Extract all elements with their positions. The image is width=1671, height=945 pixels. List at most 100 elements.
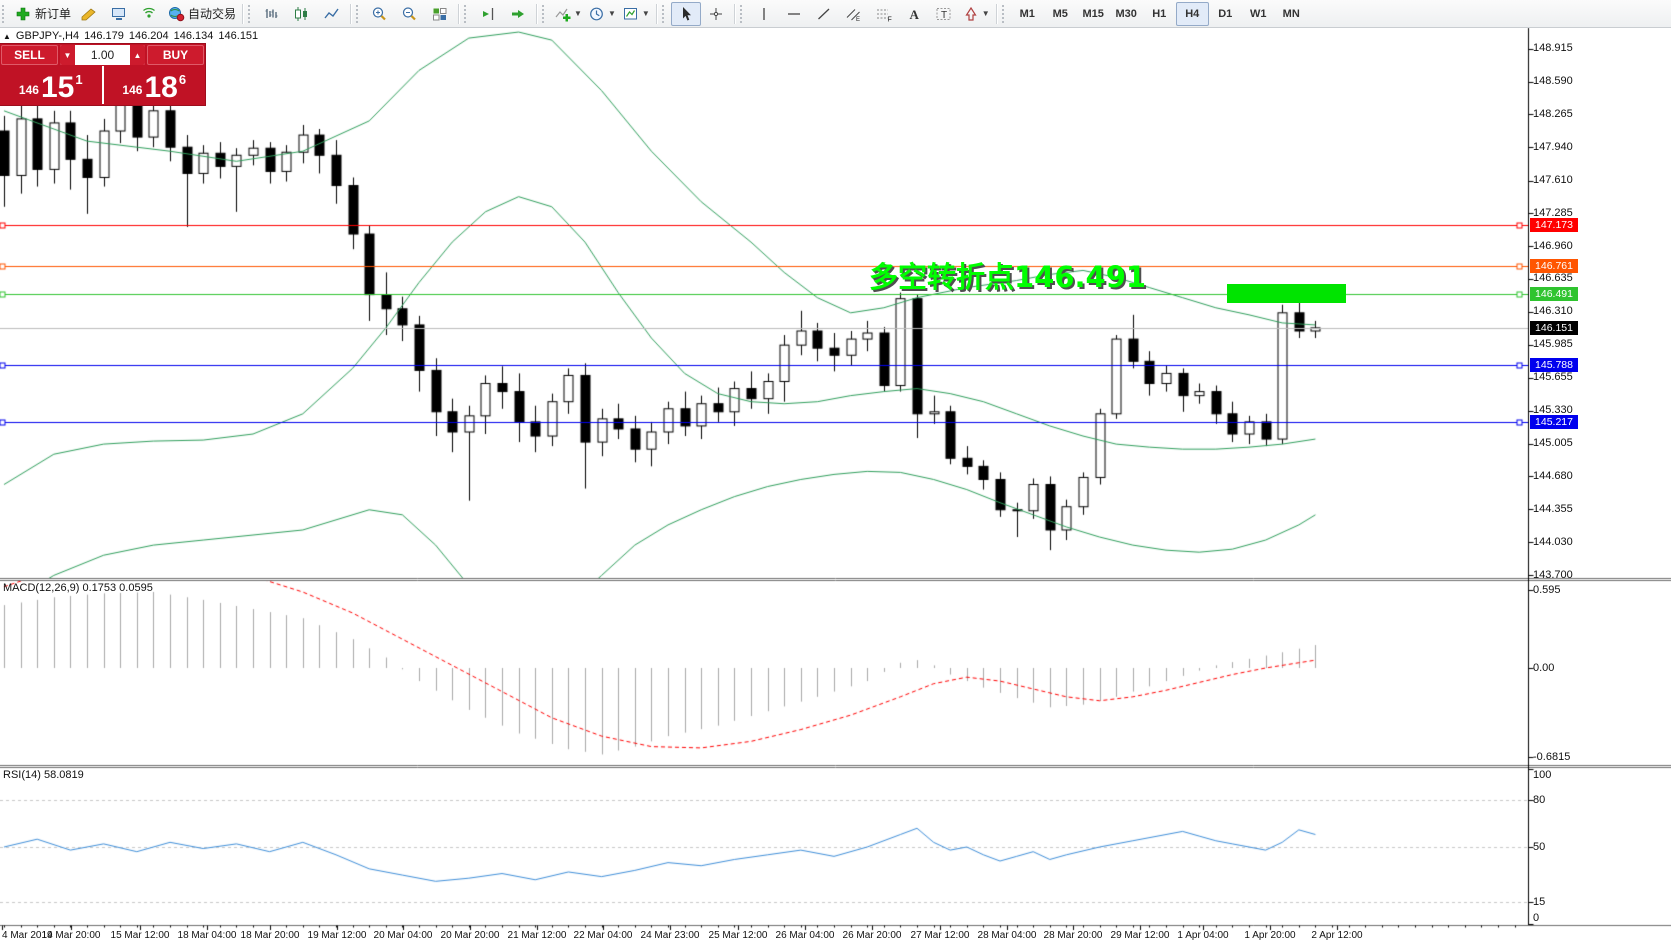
new-order-button[interactable]: 新订单 [11, 2, 74, 26]
templates-button[interactable]: ▼ [619, 2, 653, 26]
timeframe-w1[interactable]: W1 [1249, 7, 1267, 20]
text-label-glyph: T [935, 6, 953, 22]
toolbar-group-handle[interactable] [661, 4, 669, 23]
strategy-tester-icon[interactable] [134, 2, 164, 26]
timeframe-m5[interactable]: M5 [1052, 7, 1068, 20]
volume-increase-button[interactable]: ▲ [130, 45, 145, 65]
price-axis-label: 143.700 [1533, 568, 1573, 581]
text-label-button[interactable]: T [929, 2, 959, 26]
autotrading-button[interactable]: 自动交易 [164, 2, 239, 26]
cursor-button[interactable] [670, 1, 701, 26]
current-price-badge: 146.151 [1530, 320, 1578, 335]
auto-scroll-button[interactable] [503, 2, 533, 26]
time-axis-label: 19 Mar 12:00 [307, 930, 367, 941]
price-axis-label: 145.655 [1533, 371, 1573, 384]
chart-shift-button[interactable] [473, 2, 503, 26]
toolbar-group-handle[interactable] [356, 4, 363, 23]
main-toolbar: 新订单 自动交易 ▼ ▼ ▼ E F A T ▼ M1 M5 M15 M30 H1 H4 D1 W1 MN [0, 0, 1671, 28]
timeframe-h1[interactable]: H1 [1152, 7, 1167, 20]
autotrading-glyph [167, 6, 185, 22]
timeframe-m1[interactable]: M1 [1019, 7, 1035, 20]
pivot-annotation-box[interactable] [1227, 284, 1346, 303]
price-axis-label: 147.610 [1533, 174, 1573, 186]
buy-button[interactable]: BUY [147, 45, 204, 65]
timeframe-d1[interactable]: D1 [1218, 7, 1233, 20]
text-glyph: A [905, 6, 923, 22]
timeframe-m30[interactable]: M30 [1115, 7, 1137, 20]
time-axis-label: 14 Mar 20:00 [41, 930, 101, 941]
svg-text:A: A [909, 7, 919, 22]
time-axis-label: 28 Mar 04:00 [977, 930, 1037, 941]
text-button[interactable]: A [899, 2, 929, 26]
price-axis-label: 148.590 [1533, 75, 1573, 88]
level-price-badge: 146.491 [1530, 286, 1578, 301]
toolbar-group-handle[interactable] [248, 4, 255, 23]
toolbar-group-handle[interactable] [542, 4, 549, 23]
arrows-button-dropdown-caret[interactable]: ▼ [981, 9, 990, 18]
crosshair-button[interactable] [701, 2, 731, 26]
line-chart-button[interactable] [317, 2, 347, 26]
fibonacci-button[interactable]: F [869, 2, 899, 26]
time-axis-label: 2 Apr 12:00 [1311, 930, 1363, 941]
timeframe-mn[interactable]: MN [1282, 7, 1300, 20]
zoom-in-button[interactable] [365, 2, 395, 26]
volume-input[interactable] [75, 45, 130, 65]
rsi-axis-label: 50 [1533, 841, 1546, 853]
bar-chart-button[interactable] [257, 2, 287, 26]
indicators-button-dropdown-caret[interactable]: ▼ [574, 9, 582, 18]
profiles-icon[interactable] [74, 2, 104, 26]
toolbar-group-handle[interactable] [464, 4, 471, 23]
time-axis-label: 26 Mar 04:00 [775, 930, 835, 941]
buy-price-pips: 18 [144, 71, 178, 104]
rsi-axis-label: 80 [1533, 794, 1546, 807]
terminal-icon[interactable] [104, 2, 134, 26]
toolbar-group-handle[interactable] [2, 4, 9, 23]
candlestick-chart-button[interactable] [287, 2, 317, 26]
price-axis-label: 148.265 [1533, 107, 1573, 120]
tile-windows-button[interactable] [425, 2, 455, 26]
toolbar-group-handle[interactable] [739, 4, 747, 23]
price-axis-label: 147.285 [1533, 206, 1573, 219]
timeframe-h4[interactable]: H4 [1175, 1, 1209, 26]
macd-axis-label: 0.595 [1533, 584, 1561, 597]
sell-price[interactable]: 146 15 1 [0, 66, 104, 104]
timeframe-m15[interactable]: M15 [1082, 7, 1104, 20]
sell-button[interactable]: SELL [1, 45, 58, 65]
horizontal-line-glyph [785, 6, 803, 22]
periods-button-dropdown-caret[interactable]: ▼ [607, 9, 616, 18]
toolbar-group-handle[interactable] [1001, 4, 1009, 23]
price-axis-label: 144.030 [1533, 535, 1573, 548]
vertical-line-button[interactable] [749, 2, 779, 26]
arrows-button[interactable]: ▼ [959, 2, 993, 26]
templates-button-dropdown-caret[interactable]: ▼ [641, 9, 650, 18]
zoom-out-button[interactable] [395, 2, 425, 26]
volume-decrease-button[interactable]: ▼ [60, 45, 75, 65]
time-axis-label: 27 Mar 12:00 [910, 930, 970, 941]
horizontal-line-button[interactable] [779, 2, 809, 26]
bar-chart-glyph [263, 6, 281, 22]
pivot-annotation-text[interactable]: 多空转折点146.491 [869, 260, 1147, 294]
chart-shift-glyph [479, 6, 497, 22]
new-order-glyph [14, 6, 32, 22]
periods-glyph [588, 6, 606, 22]
sell-price-pips: 15 [40, 71, 75, 104]
buy-price[interactable]: 146 18 6 [104, 66, 206, 104]
ohlc-open: 146.179 [84, 30, 124, 42]
rsi-axis-label: 0 [1533, 912, 1540, 924]
sell-price-point: 1 [75, 72, 83, 87]
trendline-button[interactable] [809, 2, 839, 26]
periods-button[interactable]: ▼ [585, 2, 619, 26]
auto-scroll-glyph [509, 6, 527, 22]
price-axis-label: 145.005 [1533, 437, 1573, 450]
price-axis-label: 147.940 [1533, 140, 1573, 153]
time-axis-label: 18 Mar 20:00 [240, 930, 300, 941]
price-axis-label: 146.310 [1533, 305, 1573, 318]
equidistant-channel-button[interactable]: E [839, 2, 869, 26]
one-click-panel-toggle[interactable]: ▲ [3, 31, 11, 41]
arrows-glyph [962, 6, 980, 22]
level-price-badge: 145.217 [1530, 415, 1578, 430]
indicators-button[interactable]: ▼ [551, 2, 585, 26]
indicators-glyph [554, 6, 572, 22]
